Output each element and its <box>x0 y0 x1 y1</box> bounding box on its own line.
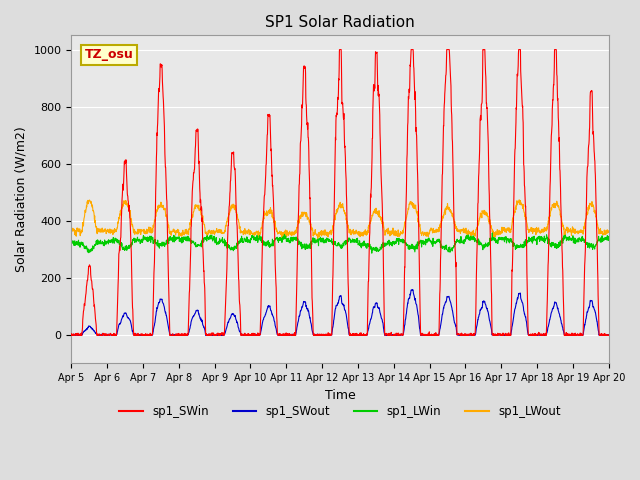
Legend: sp1_SWin, sp1_SWout, sp1_LWin, sp1_LWout: sp1_SWin, sp1_SWout, sp1_LWin, sp1_LWout <box>115 401 566 423</box>
sp1_SWout <box>558 321 566 326</box>
sp1_SWout <box>573 332 580 338</box>
sp1_LWout <box>314 236 322 241</box>
sp1_LWin <box>488 230 496 236</box>
Title: SP1 Solar Radiation: SP1 Solar Radiation <box>265 15 415 30</box>
sp1_SWin <box>218 332 225 337</box>
sp1_SWin <box>573 332 580 338</box>
sp1_LWout <box>356 232 364 238</box>
sp1_LWin <box>605 237 612 243</box>
sp1_SWin <box>605 333 612 338</box>
sp1_SWout <box>218 332 225 337</box>
Line: sp1_LWin: sp1_LWin <box>71 233 609 253</box>
Line: sp1_SWout: sp1_SWout <box>71 290 609 336</box>
sp1_SWin <box>356 333 364 338</box>
sp1_LWout <box>605 229 612 235</box>
sp1_SWin <box>497 333 504 338</box>
sp1_SWin <box>558 232 566 238</box>
sp1_SWin <box>68 333 76 338</box>
sp1_LWin <box>355 241 363 247</box>
Line: sp1_LWout: sp1_LWout <box>71 200 609 239</box>
sp1_SWout <box>356 332 364 337</box>
Y-axis label: Solar Radiation (W/m2): Solar Radiation (W/m2) <box>15 127 28 272</box>
sp1_LWin <box>497 237 504 242</box>
sp1_LWin <box>573 238 580 244</box>
sp1_SWin <box>67 332 75 338</box>
sp1_SWout <box>367 315 375 321</box>
sp1_LWout <box>573 229 580 235</box>
sp1_LWin <box>67 240 75 246</box>
sp1_LWin <box>558 239 566 244</box>
sp1_SWout <box>67 332 75 338</box>
sp1_SWout <box>605 332 612 338</box>
sp1_LWin <box>368 250 376 256</box>
sp1_SWout <box>497 332 504 338</box>
Text: TZ_osu: TZ_osu <box>84 48 134 61</box>
sp1_LWout <box>558 218 566 224</box>
X-axis label: Time: Time <box>324 389 355 402</box>
sp1_SWout <box>74 333 82 338</box>
sp1_LWout <box>497 228 504 234</box>
sp1_SWout <box>409 287 417 293</box>
sp1_LWout <box>515 197 523 203</box>
sp1_SWin <box>368 174 376 180</box>
sp1_LWin <box>218 237 225 243</box>
sp1_SWin <box>336 47 344 52</box>
sp1_LWout <box>67 227 75 232</box>
sp1_LWout <box>367 216 375 221</box>
Line: sp1_SWin: sp1_SWin <box>71 49 609 336</box>
sp1_LWin <box>367 246 375 252</box>
sp1_LWout <box>218 230 225 236</box>
